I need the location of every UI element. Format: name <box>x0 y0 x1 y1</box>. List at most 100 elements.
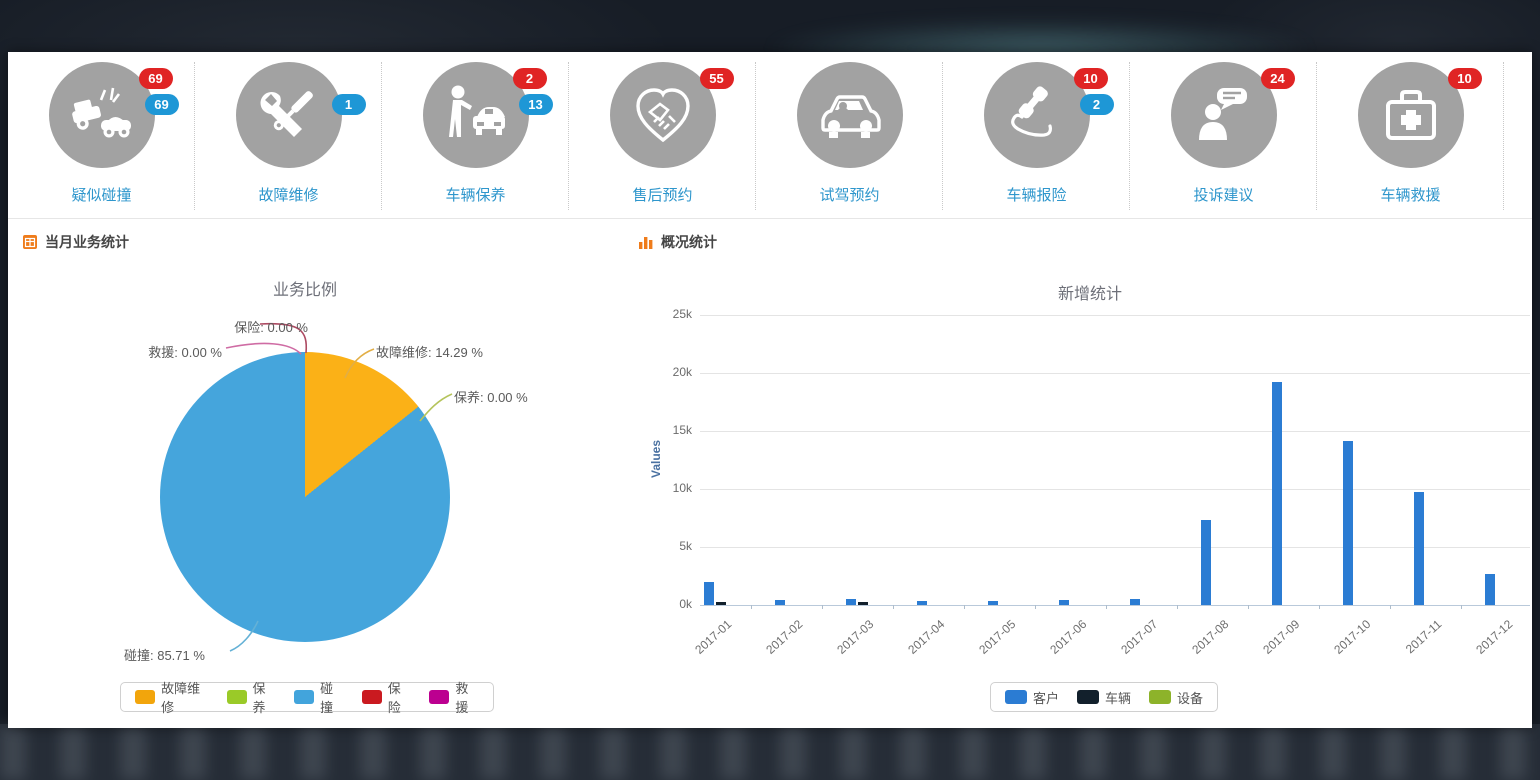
legend-label: 救援 <box>455 681 469 715</box>
pie-label-collision: 碰撞: 85.71 % <box>124 648 205 663</box>
legend-item-救援[interactable]: 救援 <box>429 678 479 716</box>
x-tick-label: 2017-12 <box>1473 617 1516 657</box>
quick-action-circle[interactable] <box>796 62 903 168</box>
overview-stats-header: 概况统计 <box>638 232 717 252</box>
legend-item-客户[interactable]: 客户 <box>1005 688 1059 707</box>
bar-车辆-2017-03[interactable] <box>858 602 868 605</box>
x-tick-label: 2017-08 <box>1189 617 1232 657</box>
x-axis-tick <box>1105 605 1107 609</box>
handshake-heart-icon <box>609 62 716 168</box>
badge-red: 10 <box>1073 68 1108 89</box>
quick-action-circle[interactable]: 24 <box>1170 62 1295 168</box>
car-crash-icon <box>48 62 155 168</box>
x-axis <box>700 605 1530 606</box>
bar-客户-2017-03[interactable] <box>846 599 856 605</box>
dotted-separator <box>381 62 382 210</box>
quick-action-label: 车辆报险 <box>1006 187 1067 204</box>
legend-item-设备[interactable]: 设备 <box>1149 688 1203 707</box>
quick-action-circle[interactable]: 2 13 <box>422 62 553 168</box>
bar-客户-2017-12[interactable] <box>1485 573 1495 605</box>
quick-action-6[interactable]: 10 2 车辆报险 <box>943 52 1130 218</box>
quick-action-label: 试驾预约 <box>819 187 880 204</box>
legend-label: 客户 <box>1033 690 1060 706</box>
legend-item-保险[interactable]: 保险 <box>361 678 412 716</box>
quick-action-circle[interactable]: 10 <box>1357 62 1482 168</box>
bar-客户-2017-04[interactable] <box>917 600 927 605</box>
legend-swatch <box>1077 690 1100 704</box>
x-tick-label: 2017-11 <box>1402 617 1445 657</box>
legend-swatch <box>226 690 247 704</box>
legend-swatch <box>135 690 156 704</box>
pie-legend: 故障维修 保养 碰撞 保险 救援 <box>120 681 494 715</box>
dotted-separator <box>942 62 943 210</box>
dotted-separator <box>1316 62 1317 210</box>
y-tick-label: 5k <box>679 539 692 553</box>
first-aid-kit-icon <box>1357 62 1464 168</box>
quick-action-circle[interactable]: 1 <box>235 62 366 168</box>
pie-label-rescue: 救援: 0.00 % <box>148 345 222 360</box>
bar-车辆-2017-01[interactable] <box>716 601 726 605</box>
bar-客户-2017-07[interactable] <box>1130 599 1140 605</box>
badge-red: 10 <box>1447 68 1482 89</box>
x-axis-tick <box>892 605 894 609</box>
x-tick-label: 2017-07 <box>1118 617 1161 657</box>
quick-action-4[interactable]: 55 售后预约 <box>569 52 756 218</box>
y-tick-label: 0k <box>679 597 692 611</box>
bar-客户-2017-01[interactable] <box>704 581 714 605</box>
quick-action-circle[interactable]: 69 69 <box>48 62 179 168</box>
quick-action-3[interactable]: 2 13 车辆保养 <box>382 52 569 218</box>
dotted-separator <box>194 62 195 210</box>
badge-blue: 1 <box>331 94 366 115</box>
x-axis-tick <box>821 605 823 609</box>
calendar-icon <box>22 234 38 250</box>
x-tick-label: 2017-10 <box>1331 617 1374 657</box>
background-bottom-strip <box>0 724 1540 780</box>
badge-red: 69 <box>138 68 173 89</box>
legend-swatch <box>1149 690 1172 704</box>
pie-label-repair: 故障维修: 14.29 % <box>376 345 483 360</box>
legend-swatch <box>429 690 450 704</box>
bar-客户-2017-02[interactable] <box>775 600 785 605</box>
person-chat-icon <box>1170 62 1277 168</box>
quick-action-2[interactable]: 1 故障维修 <box>195 52 382 218</box>
bar-客户-2017-08[interactable] <box>1201 520 1211 605</box>
quick-action-circle[interactable]: 10 2 <box>983 62 1114 168</box>
bar-客户-2017-11[interactable] <box>1414 492 1424 605</box>
y-tick-label: 25k <box>672 307 692 321</box>
quick-action-7[interactable]: 24 投诉建议 <box>1130 52 1317 218</box>
badge-blue: 13 <box>518 94 553 115</box>
legend-label: 保险 <box>387 681 401 715</box>
quick-action-label: 车辆保养 <box>445 187 506 204</box>
bar-客户-2017-10[interactable] <box>1343 441 1353 605</box>
quick-action-circle[interactable]: 55 <box>609 62 734 168</box>
x-tick-label: 2017-06 <box>1047 617 1090 657</box>
legend-item-车辆[interactable]: 车辆 <box>1077 688 1131 707</box>
x-axis-tick <box>1034 605 1036 609</box>
quick-action-label: 投诉建议 <box>1193 187 1254 204</box>
quick-action-5[interactable]: 试驾预约 <box>756 52 943 218</box>
x-tick-label: 2017-09 <box>1260 617 1303 657</box>
y-tick-label: 15k <box>672 423 692 437</box>
x-tick-label: 2017-03 <box>834 617 877 657</box>
test-drive-car-icon <box>796 62 903 168</box>
badge-red: 55 <box>699 68 734 89</box>
y-axis-label: Values <box>649 439 663 479</box>
badge-blue: 69 <box>144 94 179 115</box>
background-bottom-blur <box>0 724 1540 780</box>
repair-tools-icon <box>235 62 342 168</box>
y-tick-label: 10k <box>672 481 692 495</box>
quick-action-1[interactable]: 69 69 疑似碰撞 <box>8 52 195 218</box>
bar-客户-2017-09[interactable] <box>1272 382 1282 605</box>
legend-label: 故障维修 <box>161 681 201 715</box>
quick-action-label: 售后预约 <box>632 187 693 204</box>
quick-action-8[interactable]: 10 车辆救援 <box>1317 52 1504 218</box>
x-tick-label: 2017-05 <box>976 617 1019 657</box>
legend-item-故障维修[interactable]: 故障维修 <box>135 678 209 716</box>
bar-客户-2017-06[interactable] <box>1059 600 1069 605</box>
bar-客户-2017-05[interactable] <box>988 600 998 605</box>
legend-item-碰撞[interactable]: 碰撞 <box>294 678 344 716</box>
legend-item-保养[interactable]: 保养 <box>226 678 277 716</box>
business-ratio-pie[interactable] <box>160 352 450 642</box>
dotted-separator <box>1129 62 1130 210</box>
overview-stats-title: 概况统计 <box>661 234 717 250</box>
